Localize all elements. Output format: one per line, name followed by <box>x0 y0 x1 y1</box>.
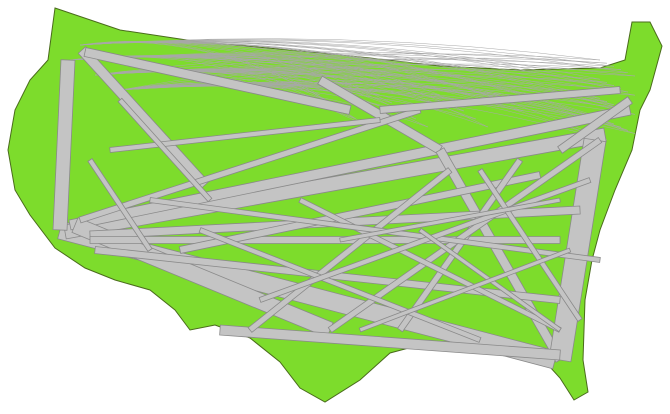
thin-flow-line <box>94 71 489 128</box>
flow-band <box>247 167 453 333</box>
flow-band <box>339 197 561 243</box>
thin-flow-line <box>119 81 501 96</box>
flow-band <box>557 96 633 154</box>
thin-flow-line <box>119 63 622 91</box>
flow-band <box>358 247 572 333</box>
flow-band <box>87 158 153 252</box>
flow-band <box>149 197 601 263</box>
flow-band <box>317 75 443 155</box>
flow-band <box>379 86 621 114</box>
flow-band <box>117 97 213 203</box>
thin-flow-line <box>119 74 608 91</box>
thin-flow-line <box>119 83 453 104</box>
flow-band <box>178 171 542 254</box>
flow-band <box>52 59 76 231</box>
thin-flow-line <box>119 69 636 91</box>
thin-flow-line <box>79 41 321 96</box>
thin-flow-line <box>119 85 608 141</box>
flow-bands <box>52 46 633 370</box>
flow-band <box>477 168 583 322</box>
flow-band <box>83 47 352 115</box>
flow-band <box>198 227 482 343</box>
flow-band <box>109 117 381 153</box>
flow-band <box>71 217 334 338</box>
flow-band <box>219 324 561 361</box>
